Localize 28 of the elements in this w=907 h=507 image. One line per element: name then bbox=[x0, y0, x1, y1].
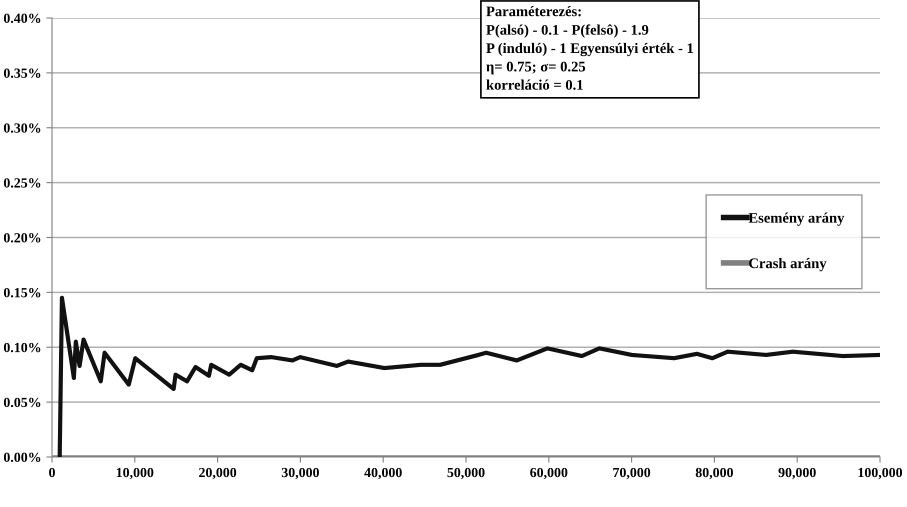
x-tick-label: 70,000 bbox=[613, 468, 650, 480]
x-tick-label: 0 bbox=[49, 468, 55, 478]
annotation: P(alsó) - 0.1 - P(felsô) - 1.9 bbox=[486, 24, 648, 38]
x-tick-label: 50,000 bbox=[447, 468, 485, 480]
x-tick-label: 10,000 bbox=[116, 468, 154, 480]
y-tick-label: 0.15% bbox=[4, 288, 40, 298]
annotation: η= 0.75; σ= 0.25 bbox=[486, 62, 586, 74]
x-tick-label: 60,000 bbox=[530, 468, 568, 480]
y-tick-label: 0.20% bbox=[4, 233, 40, 243]
text: Paraméterezés: bbox=[486, 6, 581, 16]
y-tick-label: 0.40% bbox=[4, 14, 40, 24]
x-tick-label: 20,000 bbox=[199, 468, 236, 480]
y-tick-label: 0.25% bbox=[4, 178, 40, 188]
line-series bbox=[58, 296, 880, 457]
y-tick-label: 0.30% bbox=[4, 123, 40, 133]
x-tick-label: 80,000 bbox=[696, 468, 733, 480]
annotation: P (induló) - 1 Egyensúlyi érték - 1 bbox=[486, 42, 694, 56]
annotation: korreláció = 0.1 bbox=[486, 80, 583, 90]
y-tick-label: 0.00% bbox=[4, 452, 40, 462]
x-tick-label: 40,000 bbox=[364, 468, 402, 480]
y-tick-label: 0.35% bbox=[4, 68, 40, 78]
legend-label: Crash arány bbox=[749, 258, 826, 272]
y-tick-label: 0.10% bbox=[4, 342, 40, 352]
x-tick-label: 90,000 bbox=[778, 468, 816, 480]
x-tick-label: 100,000 bbox=[858, 468, 902, 480]
x-tick-label: 30,000 bbox=[282, 468, 319, 480]
legend-label: Esemény arány bbox=[748, 212, 844, 226]
y-tick-label: 0.05% bbox=[4, 398, 40, 408]
